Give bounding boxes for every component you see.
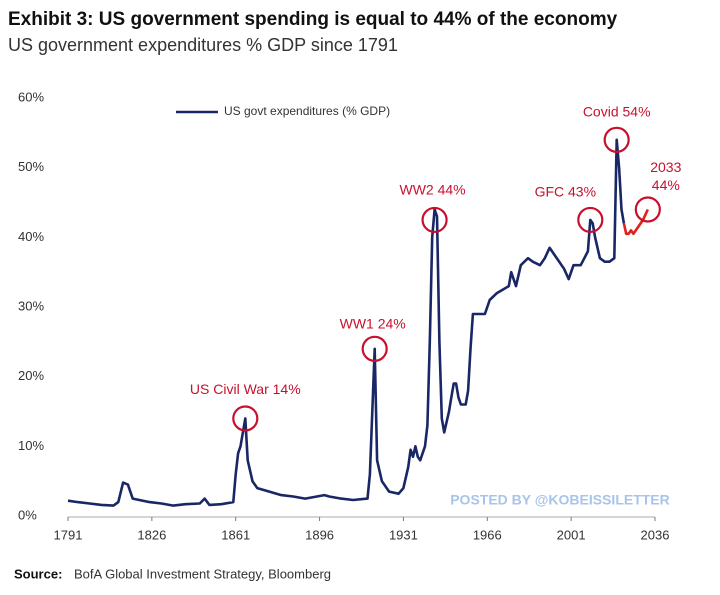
legend-label: US govt expenditures (% GDP)	[224, 104, 390, 118]
annotation-label: 44%	[652, 177, 680, 193]
y-tick-label: 30%	[18, 298, 44, 313]
series-line	[67, 138, 626, 507]
x-tick-label: 1931	[389, 527, 418, 542]
annotation-label: US Civil War 14%	[190, 381, 301, 397]
x-tick-label: 2036	[641, 527, 670, 542]
annotation-circle	[634, 196, 661, 223]
annotation-circle	[603, 126, 630, 153]
annotation-circle	[232, 405, 259, 432]
y-tick-label: 50%	[18, 159, 44, 174]
x-tick-label: 1966	[473, 527, 502, 542]
annotation-circle	[421, 206, 448, 234]
watermark: POSTED BY @KOBEISSILETTER	[450, 492, 670, 508]
y-tick-label: 60%	[18, 89, 44, 104]
chart-title: Exhibit 3: US government spending is equ…	[8, 9, 618, 30]
y-tick-label: 10%	[18, 438, 44, 453]
source-label: Source:	[14, 566, 62, 581]
annotation-label: 2033	[650, 159, 681, 175]
annotation-label: WW1 24%	[340, 316, 406, 332]
chart-subtitle: US government expenditures % GDP since 1…	[8, 35, 398, 55]
annotation-label: WW2 44%	[400, 182, 466, 198]
x-tick-label: 1791	[54, 527, 83, 542]
x-tick-label: 1826	[137, 527, 166, 542]
x-tick-label: 2001	[557, 527, 586, 542]
annotation-label: Covid 54%	[583, 104, 651, 120]
y-tick-label: 0%	[18, 507, 37, 522]
x-tick-label: 1896	[305, 527, 334, 542]
y-tick-label: 40%	[18, 229, 44, 244]
annotation-circle	[577, 206, 604, 234]
annotation-circle	[361, 335, 388, 362]
y-tick-label: 20%	[18, 368, 44, 383]
x-tick-label: 1861	[221, 527, 250, 542]
source: BofA Global Investment Strategy, Bloombe…	[74, 566, 331, 581]
annotation-label: GFC 43%	[535, 184, 596, 200]
